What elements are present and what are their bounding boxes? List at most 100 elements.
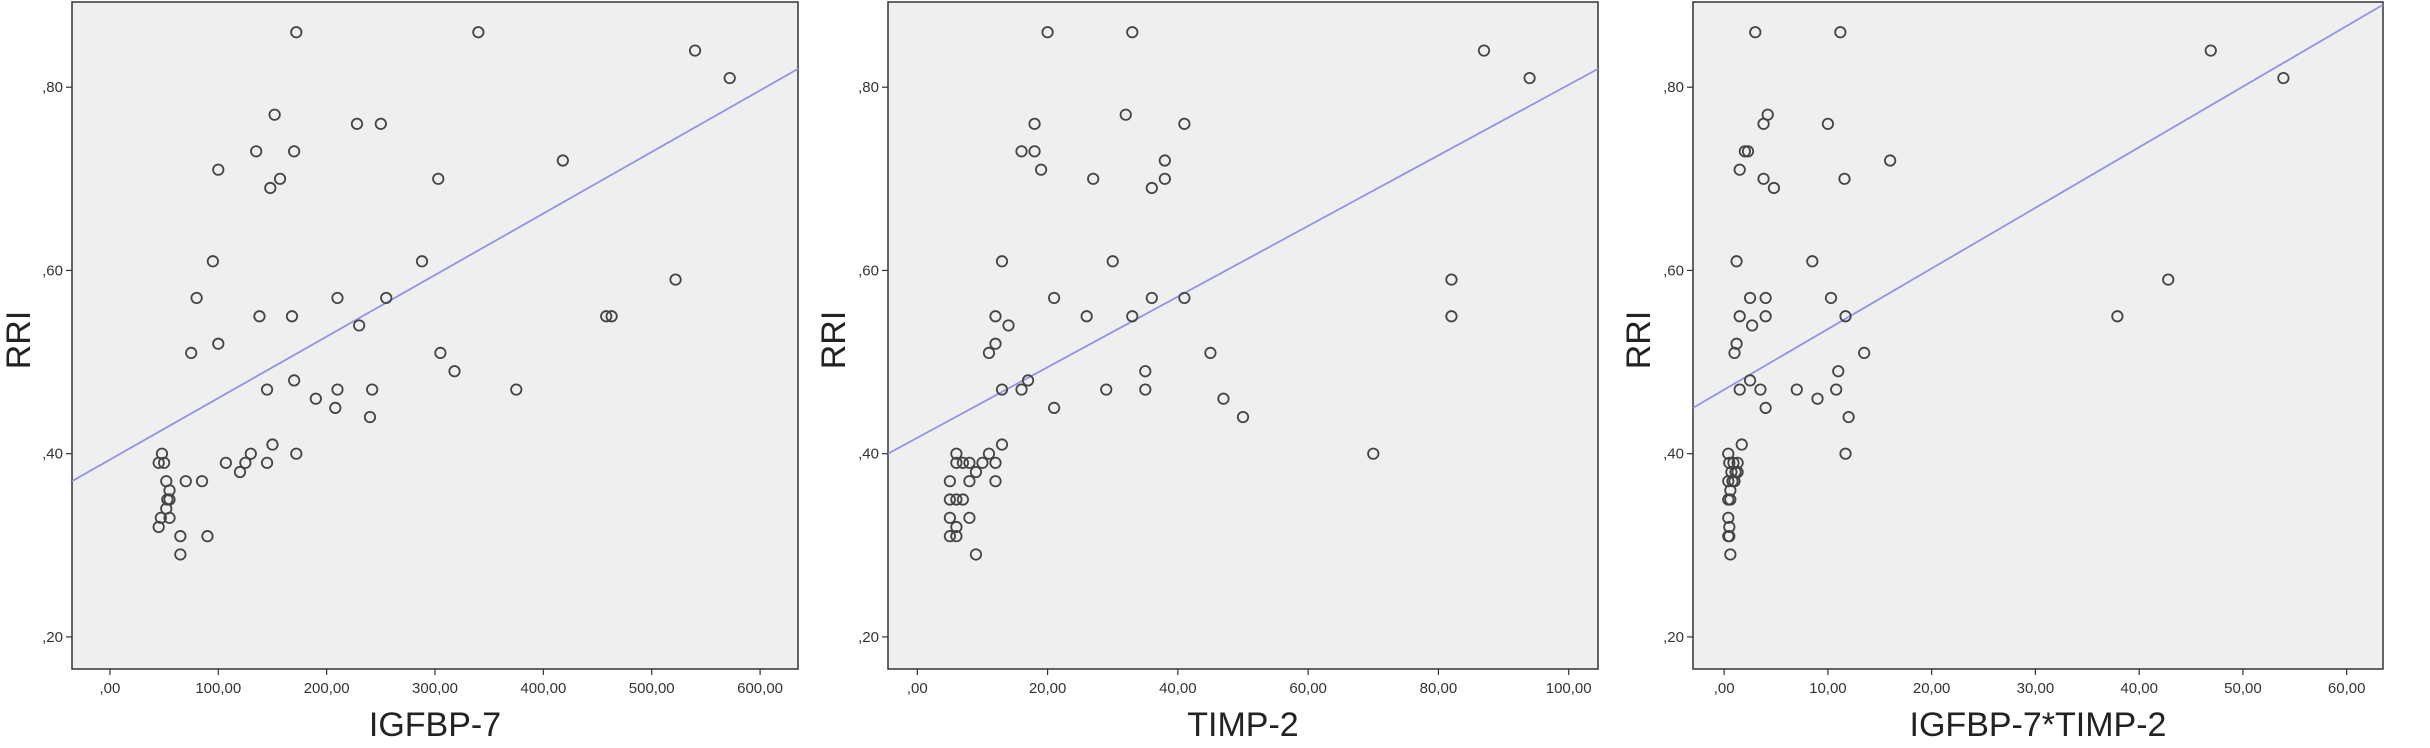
- data-point: [288, 374, 301, 387]
- data-point: [1824, 291, 1838, 305]
- data-point: [956, 456, 970, 469]
- data-point: [1743, 374, 1757, 387]
- data-point: [956, 493, 970, 506]
- y-axis-label: RRI: [0, 311, 38, 370]
- data-point: [353, 319, 366, 332]
- y-axis-label: RRI: [1620, 311, 1658, 370]
- data-point: [950, 530, 963, 543]
- data-point: [1204, 346, 1217, 360]
- points-layer: [152, 26, 736, 561]
- x-axis-label: IGFBP-7: [369, 706, 501, 744]
- data-point: [2111, 310, 2124, 323]
- data-point: [1178, 117, 1191, 130]
- data-point: [1741, 145, 1755, 158]
- data-point: [363, 410, 377, 424]
- data-point: [1722, 511, 1735, 524]
- points-layer: [1722, 26, 2290, 561]
- x-tick-label: 40,00: [2120, 680, 2158, 697]
- data-point: [329, 401, 342, 414]
- data-point: [989, 337, 1002, 350]
- y-tick-label: ,80: [1663, 79, 1684, 96]
- data-point: [1723, 530, 1736, 543]
- data-point: [212, 163, 225, 176]
- data-point: [1002, 319, 1015, 332]
- data-point: [1158, 154, 1171, 167]
- data-point: [1790, 383, 1803, 396]
- data-point: [943, 493, 956, 506]
- data-point: [1731, 465, 1744, 479]
- data-point: [1158, 172, 1171, 185]
- chart-timp2: ,00 20,00 40,00 60,00 80,00 100,00 ,20 ,40 ,60 ,8…: [815, 1, 1599, 744]
- x-tick-label: 40,00: [1159, 680, 1197, 697]
- y-tick-label: ,60: [1663, 262, 1684, 279]
- data-point: [260, 383, 274, 396]
- fit-line: [1692, 3, 2384, 409]
- data-point: [288, 145, 301, 158]
- data-point: [995, 438, 1009, 451]
- data-point: [963, 511, 976, 524]
- data-point: [1759, 291, 1772, 305]
- data-point: [331, 291, 344, 305]
- data-point: [472, 26, 485, 39]
- data-point: [1733, 163, 1746, 176]
- x-tick-label: 50,00: [2224, 680, 2262, 697]
- data-point: [556, 154, 569, 167]
- data-point: [1087, 172, 1100, 185]
- data-point: [950, 520, 963, 534]
- data-point: [201, 530, 214, 543]
- data-point: [1842, 410, 1855, 424]
- data-point: [350, 117, 364, 130]
- x-axis-label: TIMP-2: [1187, 706, 1298, 744]
- data-point: [1100, 383, 1113, 396]
- data-point: [1832, 365, 1845, 378]
- points-layer: [943, 26, 1536, 561]
- data-point: [1048, 291, 1061, 305]
- data-point: [1839, 447, 1852, 460]
- data-point: [963, 456, 976, 469]
- y-tick-label: ,40: [1663, 446, 1684, 463]
- data-point: [290, 26, 303, 39]
- data-point: [366, 383, 379, 396]
- data-point: [1028, 117, 1041, 130]
- plot-area: [71, 1, 799, 670]
- data-point: [943, 530, 956, 543]
- data-point: [1733, 310, 1746, 323]
- data-point: [1145, 291, 1158, 305]
- x-tick-label: 30,00: [2017, 680, 2055, 697]
- x-tick-label: 200,00: [304, 680, 350, 697]
- data-point: [179, 475, 192, 488]
- data-point: [250, 145, 263, 158]
- data-point: [1126, 26, 1139, 39]
- data-point: [1811, 392, 1824, 405]
- data-point: [1759, 401, 1772, 414]
- data-point: [253, 310, 266, 323]
- data-point: [989, 456, 1002, 469]
- y-tick-label: ,60: [858, 262, 879, 279]
- data-point: [1021, 374, 1035, 387]
- x-tick-label: ,00: [99, 680, 120, 697]
- data-point: [434, 346, 447, 360]
- data-point: [1806, 255, 1819, 268]
- x-tick-label: 60,00: [1289, 680, 1327, 697]
- data-point: [374, 117, 387, 130]
- data-point: [950, 493, 963, 506]
- data-point: [1034, 163, 1048, 176]
- data-point: [1041, 26, 1054, 39]
- y-tick-label: ,80: [858, 79, 879, 96]
- y-tick-label: ,40: [42, 446, 63, 463]
- data-point: [154, 511, 167, 524]
- tick-layer: ,00 20,00 40,00 60,00 80,00 100,00 ,20 ,40 ,60 ,8…: [858, 79, 1591, 697]
- data-point: [1767, 181, 1781, 195]
- x-axis-label: IGFBP-7*TIMP-2: [1910, 706, 2167, 744]
- data-point: [969, 465, 983, 479]
- data-point: [1722, 447, 1735, 460]
- x-tick-label: 600,00: [737, 680, 783, 697]
- x-tick-label: 60,00: [2328, 680, 2366, 697]
- data-point: [1830, 383, 1843, 396]
- data-point: [688, 44, 702, 57]
- data-point: [285, 310, 299, 323]
- data-point: [1757, 172, 1770, 185]
- data-point: [331, 383, 344, 396]
- data-point: [995, 255, 1009, 268]
- data-point: [976, 456, 989, 469]
